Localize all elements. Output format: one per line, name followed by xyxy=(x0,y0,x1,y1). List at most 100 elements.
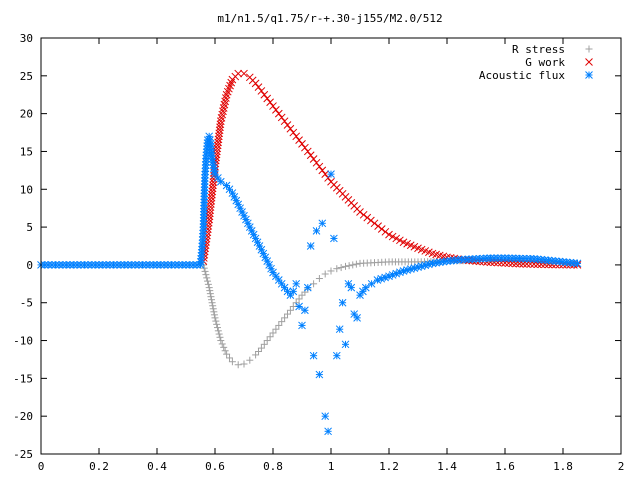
data-point xyxy=(205,215,214,224)
chart-title: m1/n1.5/q1.75/r-+.30-j155/M2.0/512 xyxy=(217,12,442,25)
data-point xyxy=(292,279,301,288)
data-point xyxy=(203,274,211,282)
legend-label: G work xyxy=(525,56,565,69)
x-tick-label: 1.6 xyxy=(495,460,515,473)
data-point xyxy=(209,305,217,313)
data-point xyxy=(298,291,306,299)
data-point xyxy=(272,325,280,333)
data-point xyxy=(246,356,254,364)
data-point xyxy=(204,277,212,285)
y-tick-label: 25 xyxy=(20,70,33,83)
data-point xyxy=(116,261,125,269)
x-tick-label: 0 xyxy=(38,460,45,473)
data-point xyxy=(333,265,341,273)
data-point xyxy=(278,318,286,326)
data-point xyxy=(58,261,67,269)
y-tick-label: 20 xyxy=(20,108,33,121)
data-point xyxy=(212,317,220,325)
data-point xyxy=(396,236,404,245)
data-point xyxy=(367,216,375,225)
data-point xyxy=(337,264,345,272)
data-point xyxy=(374,222,382,230)
data-point xyxy=(289,287,298,296)
data-point xyxy=(153,261,161,269)
data-point xyxy=(135,261,143,269)
data-point xyxy=(306,242,315,250)
data-point xyxy=(251,79,260,88)
data-point xyxy=(223,350,231,358)
data-point xyxy=(209,302,217,310)
data-point xyxy=(321,170,330,178)
data-point xyxy=(284,310,291,318)
data-point xyxy=(432,258,440,267)
data-point xyxy=(385,230,393,239)
data-point xyxy=(332,351,341,360)
data-point xyxy=(205,284,213,292)
data-point xyxy=(260,90,269,99)
x-tick-label: 0.8 xyxy=(263,460,283,473)
data-point xyxy=(321,270,329,278)
data-point xyxy=(292,132,301,141)
data-point xyxy=(208,184,217,193)
data-point xyxy=(263,94,272,103)
data-point xyxy=(210,308,218,316)
data-point xyxy=(344,279,353,288)
data-point xyxy=(486,254,495,262)
data-point xyxy=(214,327,222,335)
y-tick-label: -10 xyxy=(13,335,33,348)
data-point xyxy=(274,109,283,118)
series-2 xyxy=(37,132,582,436)
data-point xyxy=(216,177,225,186)
x-tick-label: 2 xyxy=(618,460,625,473)
data-point xyxy=(106,261,114,269)
y-tick-label: -5 xyxy=(20,297,33,310)
data-point xyxy=(388,232,397,241)
data-point xyxy=(240,360,248,368)
data-point xyxy=(472,255,480,263)
data-point xyxy=(257,87,266,95)
data-point xyxy=(315,275,323,283)
data-point xyxy=(286,306,294,314)
data-point xyxy=(91,261,100,269)
data-point xyxy=(321,412,330,421)
data-point xyxy=(281,314,289,322)
data-point xyxy=(206,203,215,211)
data-point xyxy=(225,185,234,194)
data-point xyxy=(306,151,315,160)
data-point xyxy=(205,132,214,141)
data-point xyxy=(240,69,248,78)
data-point xyxy=(356,291,364,300)
x-tick-label: 1.8 xyxy=(553,460,573,473)
data-point xyxy=(377,225,386,233)
data-point xyxy=(341,340,350,349)
data-point xyxy=(220,343,228,351)
data-point xyxy=(468,255,477,263)
data-point xyxy=(345,262,353,270)
data-point xyxy=(84,261,92,269)
data-point xyxy=(263,337,271,345)
data-point xyxy=(120,261,129,269)
data-point xyxy=(217,337,225,345)
data-point xyxy=(269,102,277,110)
data-point xyxy=(457,255,466,264)
y-tick-label: -20 xyxy=(13,410,33,423)
y-tick-label: 5 xyxy=(26,221,33,234)
data-point xyxy=(234,361,242,369)
legend-marker xyxy=(585,45,593,53)
data-point xyxy=(312,227,321,235)
data-point xyxy=(312,158,321,167)
data-point xyxy=(370,219,379,228)
data-point xyxy=(324,427,332,436)
data-point xyxy=(301,306,309,315)
data-point xyxy=(335,325,344,334)
data-point xyxy=(207,293,215,301)
data-point xyxy=(216,333,224,341)
data-point xyxy=(310,280,318,288)
data-point xyxy=(206,290,214,298)
data-point xyxy=(274,276,283,284)
data-point xyxy=(167,261,176,269)
data-point xyxy=(201,267,209,275)
data-point xyxy=(269,268,277,277)
data-point xyxy=(361,283,370,292)
